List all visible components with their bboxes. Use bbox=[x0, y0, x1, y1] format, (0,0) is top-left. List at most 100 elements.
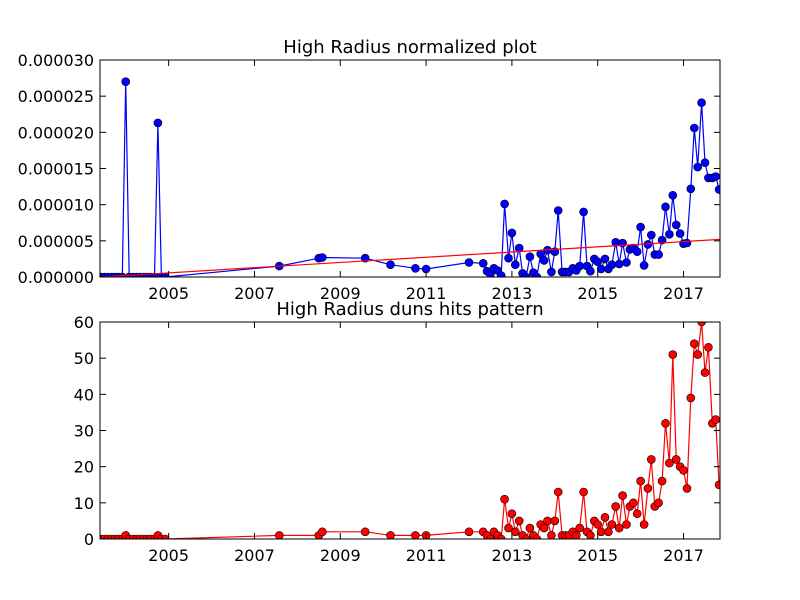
data-point bbox=[657, 235, 667, 245]
data-point bbox=[500, 494, 509, 504]
data-point bbox=[496, 534, 506, 539]
data-point bbox=[665, 230, 674, 239]
data-point bbox=[636, 222, 645, 232]
data-point bbox=[160, 534, 170, 539]
data-point bbox=[593, 520, 603, 529]
data-point bbox=[547, 267, 556, 277]
data-point bbox=[671, 455, 681, 464]
y-tick-label: 0.000010 bbox=[18, 196, 94, 215]
data-point bbox=[661, 202, 670, 212]
data-point bbox=[525, 252, 535, 262]
data-point bbox=[661, 418, 670, 428]
data-point bbox=[575, 261, 585, 271]
data-point bbox=[121, 77, 130, 86]
data-point bbox=[636, 476, 645, 486]
data-point bbox=[521, 534, 531, 539]
y-tick-label: 10 bbox=[74, 494, 94, 513]
data-point bbox=[593, 257, 603, 267]
y-tick-label: 50 bbox=[74, 349, 94, 368]
data-point bbox=[604, 527, 613, 537]
data-point bbox=[514, 516, 524, 526]
y-tick-label: 0.000030 bbox=[18, 51, 94, 70]
data-point bbox=[539, 256, 549, 265]
y-tick-label: 0.000000 bbox=[18, 268, 94, 287]
x-tick-label: 2017 bbox=[663, 546, 704, 565]
data-point bbox=[654, 498, 663, 508]
data-point bbox=[553, 206, 563, 215]
data-point bbox=[668, 350, 678, 359]
data-point bbox=[510, 527, 520, 537]
data-point bbox=[711, 415, 720, 424]
data-point bbox=[686, 184, 696, 194]
data-point bbox=[639, 261, 649, 270]
data-point bbox=[697, 98, 706, 107]
y-tick-label: 20 bbox=[74, 458, 94, 477]
data-point bbox=[693, 350, 703, 359]
y-tick-label: 0 bbox=[84, 530, 94, 549]
data-point bbox=[611, 502, 621, 511]
x-tick-label: 2015 bbox=[577, 546, 618, 565]
chart-title: High Radius duns hits pattern bbox=[276, 299, 543, 320]
data-point bbox=[614, 523, 624, 533]
x-tick-label: 2015 bbox=[577, 284, 618, 303]
data-point bbox=[411, 531, 420, 539]
data-point bbox=[622, 258, 631, 267]
data-point bbox=[360, 253, 370, 263]
data-point bbox=[607, 520, 617, 529]
data-point bbox=[689, 339, 699, 349]
data-point bbox=[575, 523, 585, 533]
data-point bbox=[586, 531, 595, 539]
data-point bbox=[500, 199, 509, 209]
data-point bbox=[507, 228, 517, 238]
data-point bbox=[668, 191, 678, 200]
data-point bbox=[643, 484, 653, 493]
data-point bbox=[689, 123, 699, 133]
data-point bbox=[632, 247, 642, 256]
normalized-plot-chart: High Radius normalized plot 2005 2007 2009… bbox=[18, 37, 721, 303]
data-point bbox=[693, 162, 703, 172]
data-point bbox=[507, 509, 517, 519]
data-point bbox=[521, 272, 531, 277]
data-point bbox=[579, 207, 588, 217]
data-point bbox=[697, 322, 706, 327]
data-point bbox=[714, 480, 720, 490]
data-point bbox=[700, 368, 710, 377]
data-point bbox=[496, 271, 506, 277]
data-point bbox=[572, 531, 581, 539]
data-point bbox=[317, 527, 327, 537]
data-point bbox=[622, 520, 631, 529]
data-point bbox=[711, 172, 720, 181]
data-point bbox=[550, 516, 560, 526]
x-tick-label: 2007 bbox=[234, 546, 275, 565]
data-point bbox=[639, 520, 649, 529]
data-point bbox=[532, 272, 542, 277]
data-point bbox=[504, 523, 513, 533]
x-tick-label: 2011 bbox=[406, 546, 447, 565]
x-tick-label: 2009 bbox=[320, 546, 361, 565]
data-point bbox=[596, 264, 606, 274]
y-tick-label: 0.000025 bbox=[18, 87, 94, 106]
data-point bbox=[411, 263, 420, 273]
x-tick-label: 2005 bbox=[148, 284, 189, 303]
y-tick-label: 0.000020 bbox=[18, 123, 94, 142]
data-point bbox=[464, 258, 474, 267]
data-point bbox=[596, 527, 606, 537]
data-point bbox=[682, 238, 692, 248]
data-point bbox=[618, 491, 627, 500]
data-point bbox=[682, 484, 692, 493]
y-tick-label: 30 bbox=[74, 422, 94, 441]
x-tick-label: 2009 bbox=[320, 284, 361, 303]
plot-area bbox=[100, 77, 720, 277]
data-point bbox=[665, 458, 674, 468]
series-line bbox=[100, 81, 720, 277]
data-point bbox=[628, 498, 638, 508]
data-point bbox=[275, 531, 284, 539]
data-point bbox=[675, 229, 685, 238]
y-tick-label: 0.000015 bbox=[18, 160, 94, 179]
data-point bbox=[504, 253, 513, 263]
data-point bbox=[679, 465, 688, 475]
data-point bbox=[600, 254, 610, 264]
data-point bbox=[532, 534, 542, 539]
data-point bbox=[646, 455, 656, 464]
data-point bbox=[671, 220, 681, 230]
